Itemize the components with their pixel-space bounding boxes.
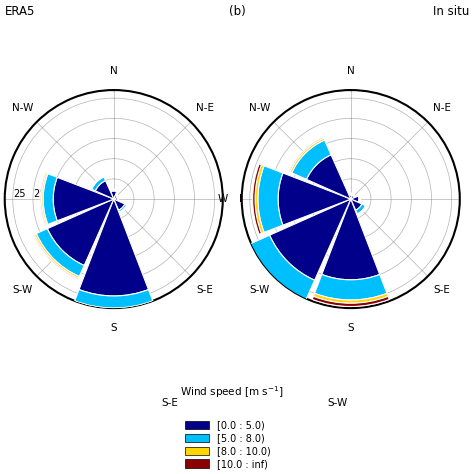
Bar xyxy=(290,138,325,173)
Bar xyxy=(322,199,380,280)
Bar xyxy=(244,245,305,306)
Bar xyxy=(110,189,117,190)
Bar xyxy=(352,195,355,198)
Bar xyxy=(349,193,353,194)
Bar xyxy=(115,195,118,198)
Bar xyxy=(111,191,117,199)
Bar xyxy=(116,194,119,197)
Bar xyxy=(351,196,359,202)
Bar xyxy=(351,199,362,210)
Bar xyxy=(75,290,153,308)
Bar xyxy=(353,194,356,197)
Bar xyxy=(114,195,118,199)
Text: In situ: In situ xyxy=(433,5,469,18)
Bar xyxy=(33,234,79,280)
Bar xyxy=(270,199,351,280)
Bar xyxy=(351,195,355,199)
Bar xyxy=(110,190,117,191)
Bar xyxy=(349,195,352,199)
Bar xyxy=(95,181,114,199)
Bar xyxy=(91,177,106,191)
Text: S-E: S-E xyxy=(161,398,178,408)
Text: S-W: S-W xyxy=(327,398,347,408)
Bar xyxy=(258,166,283,232)
Bar xyxy=(114,199,125,210)
Bar xyxy=(349,194,353,195)
Bar xyxy=(110,190,117,191)
Bar xyxy=(91,176,104,189)
Bar xyxy=(40,173,46,226)
Bar xyxy=(119,205,128,213)
Bar xyxy=(360,196,361,202)
Bar xyxy=(247,235,315,302)
Text: ERA5: ERA5 xyxy=(5,5,35,18)
Bar xyxy=(116,194,118,197)
Bar xyxy=(358,196,360,202)
Legend: [0.0 : 5.0), [5.0 : 8.0), [8.0 : 10.0), [10.0 : inf): [0.0 : 5.0), [5.0 : 8.0), [8.0 : 10.0), … xyxy=(185,420,271,469)
Bar xyxy=(353,194,356,197)
Bar xyxy=(307,155,351,199)
Bar xyxy=(349,193,353,194)
Bar xyxy=(253,164,262,234)
Bar xyxy=(241,246,303,309)
Bar xyxy=(74,301,154,310)
Bar xyxy=(313,293,388,303)
Bar xyxy=(36,228,84,276)
Bar xyxy=(73,303,154,312)
Bar xyxy=(114,198,118,201)
Bar xyxy=(315,274,387,300)
Bar xyxy=(47,199,114,265)
Bar xyxy=(53,177,114,221)
Bar xyxy=(356,204,365,214)
Text: (b): (b) xyxy=(228,5,246,18)
Bar xyxy=(289,137,324,172)
Text: Wind speed [m s$^{-1}$]: Wind speed [m s$^{-1}$] xyxy=(180,384,283,400)
Bar xyxy=(43,174,57,224)
Bar xyxy=(357,206,366,215)
Bar xyxy=(292,140,331,179)
Bar xyxy=(312,296,389,307)
Bar xyxy=(359,196,360,202)
Bar xyxy=(255,165,264,233)
Bar xyxy=(35,234,79,278)
Bar xyxy=(278,173,351,225)
Bar xyxy=(91,176,104,189)
Bar xyxy=(118,204,127,212)
Bar xyxy=(42,173,48,225)
Bar xyxy=(358,206,366,215)
Bar xyxy=(120,205,128,213)
Bar xyxy=(79,199,148,296)
